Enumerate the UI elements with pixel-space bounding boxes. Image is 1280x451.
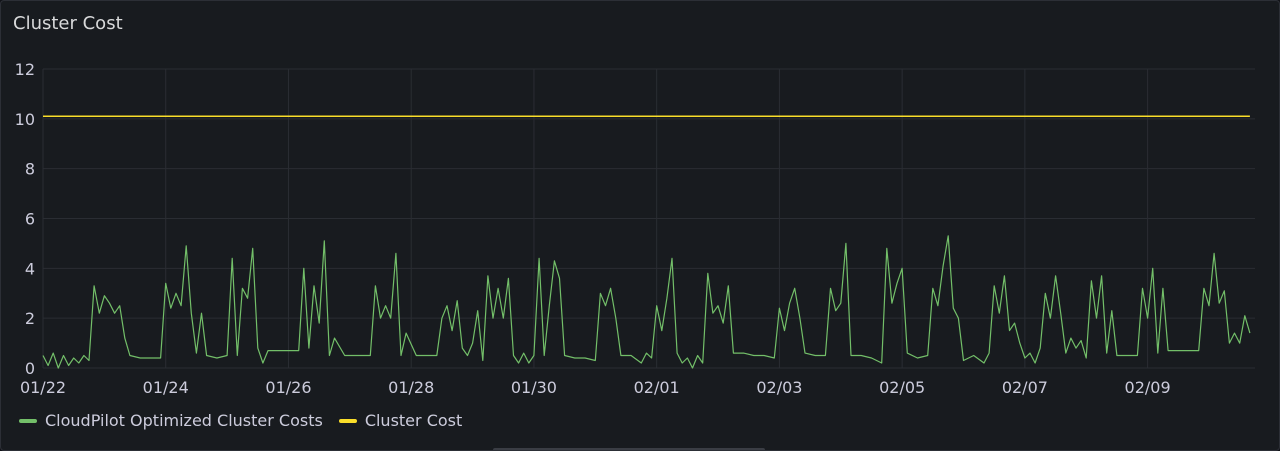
- y-axis-ticks: 0 2 4 6 8 10 12: [15, 60, 35, 378]
- x-tick-label: 02/03: [756, 378, 802, 397]
- x-tick-label: 01/22: [20, 378, 66, 397]
- horizontal-scrollbar[interactable]: [493, 448, 765, 450]
- series-line-optimized-costs[interactable]: [42, 235, 1251, 369]
- legend-swatch-cluster-cost: [338, 418, 357, 423]
- y-tick-label: 0: [25, 359, 35, 378]
- x-tick-label: 01/24: [143, 378, 189, 397]
- x-tick-label: 01/28: [388, 378, 434, 397]
- x-tick-label: 01/26: [265, 378, 311, 397]
- legend-label-cluster-cost: Cluster Cost: [364, 411, 463, 430]
- x-tick-label: 02/09: [1125, 378, 1171, 397]
- x-tick-label: 02/05: [879, 378, 925, 397]
- y-tick-label: 2: [25, 309, 35, 328]
- y-tick-label: 8: [25, 160, 35, 179]
- x-tick-label: 02/01: [634, 378, 680, 397]
- legend-label-optimized: CloudPilot Optimized Cluster Costs: [45, 411, 323, 430]
- y-tick-label: 10: [15, 110, 35, 129]
- y-tick-label: 4: [25, 259, 35, 278]
- x-tick-label: 01/30: [511, 378, 557, 397]
- x-axis-ticks: 01/22 01/24 01/26 01/28 01/30 02/01 02/03 02/05…: [20, 378, 1171, 397]
- legend: CloudPilot Optimized Cluster Costs Clust…: [19, 411, 462, 430]
- series-lines: [42, 115, 1251, 369]
- legend-item-cluster-cost[interactable]: Cluster Cost: [338, 411, 463, 430]
- x-tick-label: 02/07: [1002, 378, 1048, 397]
- y-tick-label: 6: [25, 210, 35, 229]
- legend-swatch-optimized: [19, 418, 37, 423]
- y-tick-label: 12: [15, 60, 35, 79]
- legend-item-optimized[interactable]: CloudPilot Optimized Cluster Costs: [19, 411, 323, 430]
- panel-title: Cluster Cost: [13, 13, 123, 34]
- chart-grid: [42, 68, 1255, 369]
